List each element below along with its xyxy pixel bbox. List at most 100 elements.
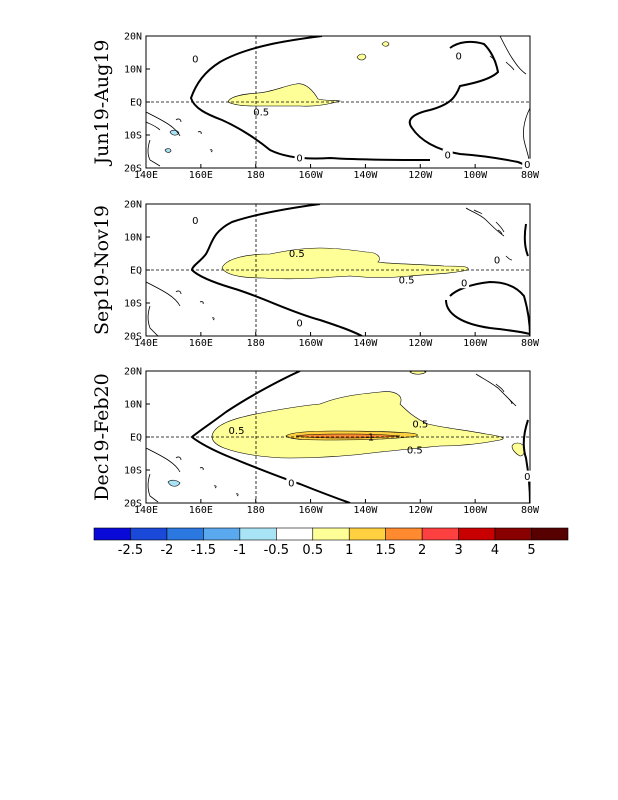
x-tick-label: 120W [408,170,433,181]
colorbar-swatch [421,527,459,541]
contour-label: 0.5 [412,419,428,430]
coastline-maritime [146,447,239,503]
y-tick-label: 20S [124,332,142,343]
colorbar-swatch [458,527,496,541]
panel-1: 140E 160E 180 160W 140W 120W 100W 80W 20S 10S EQ 10… [91,32,540,182]
contour-label: 0 [288,479,294,490]
colorbar-swatch [166,527,204,541]
contour-label-bg [190,53,201,65]
x-tick-label: 80W [521,505,540,516]
anomaly-0.5-patch-north [409,371,427,375]
colorbar-label: 3 [454,543,462,558]
x-tick-label: 140E [134,170,158,181]
zero-contour-east [522,419,530,503]
contour-label-bg [294,152,305,164]
contour-label-bg [522,470,533,482]
colorbar-label: -1.5 [191,543,216,558]
y-tick-label: 20N [124,367,142,378]
contour-label: 0.5 [407,446,423,457]
contour-label: 1 [368,433,374,444]
y-tick-label: 10N [124,65,142,76]
contour-label-bg [492,254,503,266]
x-tick-label: 140W [353,505,378,516]
panel-2: 140E 160E 180 160W 140W 120W 100W 80W 20S 10S EQ 10… [91,200,540,350]
colorbar-swatch [494,527,532,541]
contour-label-bg [453,49,464,61]
colorbar-swatch [531,527,569,541]
colorbar: -2.5 -2 -1.5 -1 -0.5 0.5 1 1.5 2 3 4 5 [93,527,569,558]
contour-label-bg [286,477,297,489]
y-tick-label: 20N [124,200,142,211]
y-tick-label: EQ [130,433,142,444]
x-tick-label: 180 [247,338,265,349]
x-tick-label: 140E [134,505,158,516]
x-tick-label: 180 [247,505,265,516]
contour-label-bg [190,214,201,226]
anomaly-0.5-region [221,247,469,280]
colorbar-label: -2.5 [118,543,143,558]
colorbar-label: 5 [527,543,535,558]
y-tick-label: 20N [124,32,142,43]
x-tick-label: 100W [463,338,488,349]
x-tick-label: 160W [299,338,324,349]
coastline-maritime [146,281,215,336]
colorbar-swatch [348,527,386,541]
colorbar-swatch [312,527,350,541]
colorbar-swatch [130,527,168,541]
x-tick-label: 120W [408,505,433,516]
zero-contour-west [189,36,431,161]
colorbar-label: -0.5 [264,543,289,558]
y-tick-label: 10S [124,131,142,142]
coastline-central-america [475,373,517,407]
x-tick-label: 160E [189,338,213,349]
y-tick-label: 10N [124,233,142,244]
x-tick-label: 140W [353,170,378,181]
contour-label: 0 [192,216,198,227]
contour-label: 0 [461,279,467,290]
y-tick-label: 10N [124,400,142,411]
colorbar-swatch [203,527,241,541]
pacific-island-1 [356,53,367,61]
colorbar-label: -2 [160,543,173,558]
colorbar-label: 0.5 [302,543,323,558]
contour-label: 0 [524,160,530,171]
x-tick-label: 160E [189,170,213,181]
zero-contour-west [190,371,351,503]
y-tick-label: 20S [124,499,142,510]
x-tick-label: 140E [134,338,158,349]
x-tick-label: 100W [463,505,488,516]
zero-contour-east [408,40,530,168]
contour-label: 0 [296,154,302,165]
contour-label: 0 [296,318,302,329]
y-tick-label: EQ [130,98,142,109]
panel-title: Jun19-Aug19 [91,40,113,167]
colorbar-swatch [385,527,423,541]
zero-contour-east [445,223,530,336]
colorbar-label: 1 [345,543,353,558]
y-tick-label: 10S [124,466,142,477]
colorbar-label: -1 [233,543,246,558]
x-tick-label: 80W [521,338,540,349]
contour-label-bg [459,277,470,289]
colorbar-label: 4 [491,543,499,558]
contour-label: 0.5 [253,107,269,118]
x-tick-label: 160W [299,170,324,181]
colorbar-swatch [276,527,314,541]
panel-title: Dec19-Feb20 [91,373,113,500]
pacific-island-2 [381,41,390,47]
y-tick-label: 10S [124,299,142,310]
x-tick-label: 180 [247,170,265,181]
x-tick-label: 100W [463,170,488,181]
contour-label: 0.5 [289,249,305,260]
coastline-maritime [146,111,213,167]
anomaly-0.5-region [211,391,504,459]
colorbar-swatch [239,527,277,541]
y-tick-label: 20S [124,164,142,175]
x-tick-label: 120W [408,338,433,349]
contour-label: 0.5 [229,426,245,437]
panel-3: 140E 160E 180 160W 140W 120W 100W 80W20S10SEQ10… [91,367,540,517]
cold-anomaly-patch-2 [164,148,172,153]
x-tick-label: 140W [353,338,378,349]
contour-label: 0 [455,51,461,62]
contour-label: 0.5 [399,275,415,286]
